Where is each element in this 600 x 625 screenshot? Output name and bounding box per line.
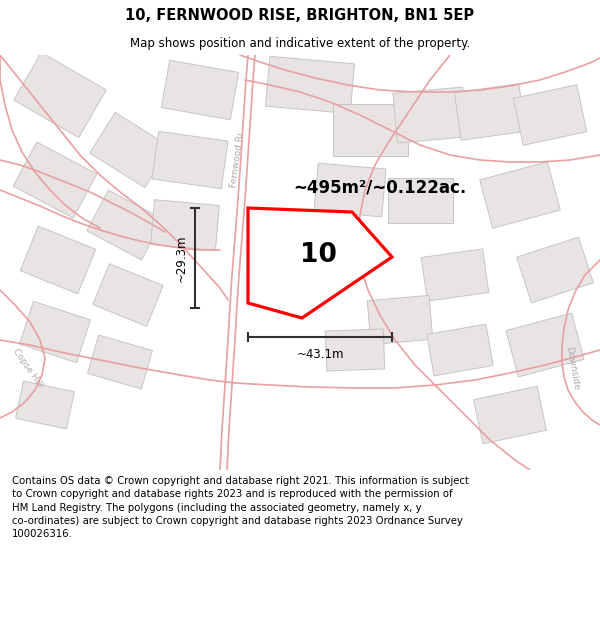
- Text: Contains OS data © Crown copyright and database right 2021. This information is : Contains OS data © Crown copyright and d…: [12, 476, 469, 539]
- Polygon shape: [388, 177, 452, 222]
- Polygon shape: [265, 56, 355, 114]
- Polygon shape: [20, 226, 96, 294]
- Polygon shape: [248, 208, 392, 318]
- Polygon shape: [16, 381, 74, 429]
- Polygon shape: [473, 386, 547, 444]
- Text: ~495m²/~0.122ac.: ~495m²/~0.122ac.: [293, 178, 466, 196]
- Text: Fernwood Ri: Fernwood Ri: [229, 132, 245, 188]
- Text: 10, FERNWOOD RISE, BRIGHTON, BN1 5EP: 10, FERNWOOD RISE, BRIGHTON, BN1 5EP: [125, 8, 475, 23]
- Polygon shape: [90, 112, 170, 188]
- Text: Map shows position and indicative extent of the property.: Map shows position and indicative extent…: [130, 38, 470, 51]
- Polygon shape: [454, 84, 526, 140]
- Polygon shape: [506, 313, 584, 377]
- Polygon shape: [332, 104, 407, 156]
- Polygon shape: [325, 329, 385, 371]
- Polygon shape: [367, 296, 433, 344]
- Polygon shape: [421, 249, 489, 301]
- Polygon shape: [87, 190, 163, 260]
- Polygon shape: [393, 87, 467, 143]
- Polygon shape: [480, 162, 560, 228]
- Text: Copse Hill: Copse Hill: [11, 347, 44, 389]
- Polygon shape: [14, 52, 106, 138]
- Polygon shape: [517, 237, 593, 303]
- Polygon shape: [93, 264, 163, 326]
- Text: 10: 10: [300, 242, 337, 268]
- Text: ~29.3m: ~29.3m: [175, 234, 187, 282]
- Polygon shape: [20, 301, 91, 362]
- Polygon shape: [152, 131, 228, 189]
- Polygon shape: [151, 200, 220, 250]
- Polygon shape: [161, 60, 239, 120]
- Polygon shape: [88, 335, 152, 389]
- Polygon shape: [13, 142, 97, 218]
- Polygon shape: [275, 230, 344, 280]
- Text: Downside: Downside: [564, 346, 580, 391]
- Polygon shape: [427, 324, 493, 376]
- Text: ~43.1m: ~43.1m: [296, 349, 344, 361]
- Polygon shape: [314, 163, 386, 217]
- Polygon shape: [513, 85, 587, 145]
